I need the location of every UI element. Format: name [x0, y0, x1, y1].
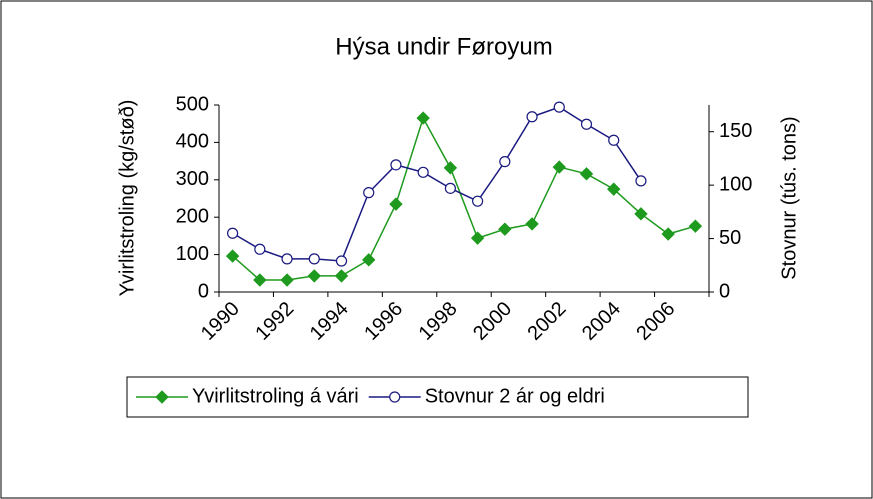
data-point [308, 253, 320, 265]
data-point [416, 111, 430, 125]
chart-title: Hýsa undir Føroyum [335, 33, 552, 60]
y-tick-label: 0 [198, 280, 209, 302]
y-tick-label: 200 [176, 205, 209, 227]
data-point [635, 175, 647, 187]
data-point [363, 187, 375, 199]
legend-label: Yvirlitstroling á vári [192, 385, 359, 407]
data-point [552, 160, 566, 174]
data-point [498, 222, 512, 236]
data-point [254, 243, 266, 255]
data-point [470, 231, 485, 245]
data-point [525, 217, 539, 231]
data-point [334, 269, 349, 283]
y-tick-label: 300 [176, 168, 209, 190]
data-point [389, 197, 403, 211]
legend-box [126, 376, 749, 418]
series-line [232, 106, 642, 262]
data-point [444, 182, 456, 194]
data-point [499, 156, 511, 168]
data-point [608, 134, 620, 146]
data-point [580, 118, 593, 130]
data-point [553, 101, 565, 113]
data-point [281, 253, 293, 265]
y2-tick-label: 100 [719, 173, 752, 195]
data-point [280, 273, 294, 287]
data-point [335, 255, 348, 267]
data-point [362, 253, 376, 267]
y-axis-label: Yvirlitstroling (kg/støð) [116, 100, 138, 297]
data-point [443, 161, 458, 175]
data-point [307, 269, 321, 283]
y2-tick-label: 150 [719, 120, 752, 142]
data-point [225, 249, 240, 263]
data-point [417, 166, 429, 178]
data-point [227, 227, 239, 239]
y2-tick-label: 50 [719, 227, 741, 249]
y-tick-label: 100 [176, 243, 209, 265]
y-tick-label: 500 [176, 93, 209, 115]
data-point [634, 207, 648, 221]
legend-marker [389, 391, 401, 403]
data-point [526, 111, 538, 123]
data-point [579, 167, 594, 181]
data-point [688, 219, 703, 233]
data-point [661, 227, 675, 241]
legend-marker [155, 390, 169, 404]
data-point [607, 182, 621, 196]
y2-tick-label: 0 [719, 280, 730, 302]
y-tick-label: 400 [176, 131, 209, 153]
y2-axis-label: Stovnur (tús. tons) [778, 116, 800, 279]
data-point [253, 273, 267, 287]
data-point [472, 195, 484, 207]
legend-label: Stovnur 2 ár og eldri [425, 385, 605, 407]
data-point [390, 159, 402, 171]
